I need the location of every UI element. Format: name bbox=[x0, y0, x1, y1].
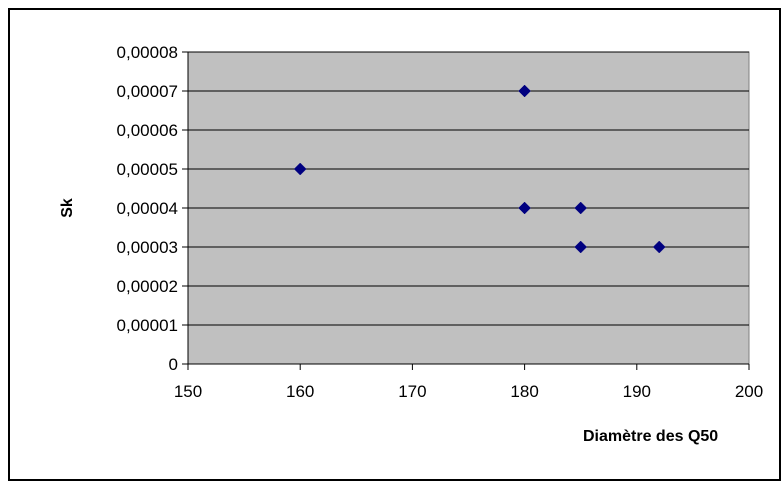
y-tick-label-5: 0,00005 bbox=[117, 160, 178, 179]
gridlines bbox=[182, 51, 749, 365]
y-tick-label-1: 0,00001 bbox=[117, 316, 178, 335]
x-tick-labels: 150 160 170 180 190 200 bbox=[174, 382, 763, 401]
y-tick-label-0: 0 bbox=[169, 355, 178, 374]
y-axis-title: Sk bbox=[59, 198, 76, 218]
x-axis-title: Diamètre des Q50 bbox=[583, 428, 718, 445]
x-tick-label-4: 190 bbox=[623, 382, 651, 401]
y-tick-label-4: 0,00004 bbox=[117, 199, 178, 218]
x-tick-label-3: 180 bbox=[510, 382, 538, 401]
data-points bbox=[293, 84, 666, 254]
y-tick-label-6: 0,00006 bbox=[117, 121, 178, 140]
y-tick-label-8: 0,00008 bbox=[117, 43, 178, 62]
y-tick-label-7: 0,00007 bbox=[117, 82, 178, 101]
y-tick-label-2: 0,00002 bbox=[117, 277, 178, 296]
axes bbox=[187, 52, 750, 370]
y-tick-labels: 0 0,00001 0,00002 0,00003 0,00004 0,00005 0,00… bbox=[117, 43, 178, 374]
y-tick-label-3: 0,00003 bbox=[117, 238, 178, 257]
data-point-0-2 bbox=[518, 201, 531, 215]
x-tick-label-2: 170 bbox=[398, 382, 426, 401]
data-point-0-1 bbox=[518, 84, 531, 98]
data-point-0-3 bbox=[574, 201, 588, 215]
x-tick-label-0: 150 bbox=[174, 382, 202, 401]
data-point-0-0 bbox=[293, 162, 307, 176]
x-tick-label-1: 160 bbox=[286, 382, 314, 401]
data-point-0-5 bbox=[652, 240, 666, 254]
x-tick-label-5: 200 bbox=[735, 382, 763, 401]
data-point-0-4 bbox=[574, 240, 588, 254]
